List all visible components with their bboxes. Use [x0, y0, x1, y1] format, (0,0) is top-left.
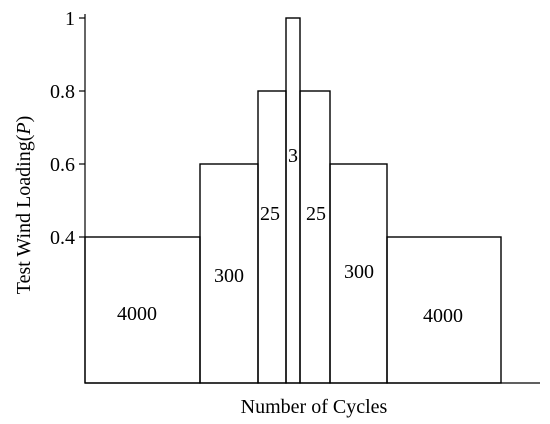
load-block-5 [299, 90, 331, 384]
y-tick-label-4: 1 [65, 8, 75, 30]
cycles-label-4: 3 [288, 145, 298, 167]
cycles-label-3: 25 [260, 203, 280, 225]
cycles-label-1: 4000 [117, 303, 157, 325]
cycles-label-5: 25 [306, 203, 326, 225]
cycles-label-7: 4000 [423, 305, 463, 327]
y-tick-label-2: 0.6 [50, 154, 75, 176]
y-axis-label-variable: P [13, 122, 35, 135]
x-axis-label: Number of Cycles [241, 396, 388, 418]
load-block-4 [285, 17, 301, 384]
cycles-label-2: 300 [214, 265, 244, 287]
cycles-label-6: 300 [344, 261, 374, 283]
y-axis-label-prefix: Test Wind Loading( [13, 134, 35, 294]
y-tick-label-3: 0.8 [50, 81, 75, 103]
y-axis-label: Test Wind Loading(P) [13, 116, 35, 295]
bar-labels-group: 4000 300 25 3 25 300 4000 [117, 145, 463, 327]
y-axis-label-suffix: ) [13, 116, 35, 123]
bars-group [84, 17, 502, 384]
y-tick-label-1: 0.4 [50, 227, 75, 249]
y-ticks-group: 0.4 0.6 0.8 1 [50, 8, 85, 249]
load-block-3 [257, 90, 287, 384]
